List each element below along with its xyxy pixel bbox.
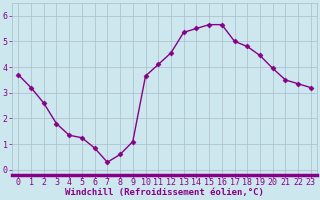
- X-axis label: Windchill (Refroidissement éolien,°C): Windchill (Refroidissement éolien,°C): [65, 188, 264, 197]
